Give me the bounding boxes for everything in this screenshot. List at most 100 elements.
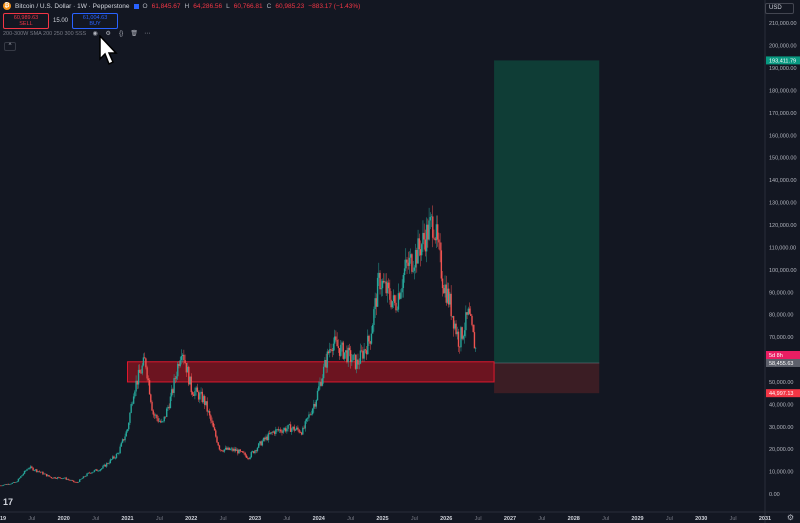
candle-body: [61, 478, 64, 479]
candle-body: [473, 332, 476, 349]
candle-body: [239, 449, 241, 452]
candle-body: [324, 359, 326, 367]
candle-body: [471, 315, 473, 325]
candle-body: [126, 429, 129, 432]
candle-body: [78, 479, 81, 482]
more-icon[interactable]: ⋯: [144, 31, 151, 37]
candle-body: [218, 445, 221, 450]
candle-body: [27, 468, 29, 470]
candle-body: [386, 282, 389, 294]
y-tick-label: 210,000.00: [769, 21, 797, 27]
y-tick-label: 70,000.00: [769, 335, 793, 341]
candle-body: [179, 360, 181, 366]
candle-body: [11, 482, 13, 484]
source-code-icon[interactable]: {}: [119, 31, 124, 37]
candle-body: [445, 284, 447, 303]
sell-button[interactable]: 60,989.63 SELL: [3, 13, 49, 29]
candle-body: [451, 316, 454, 317]
candle-body: [341, 342, 343, 345]
candle-body: [146, 367, 148, 379]
buy-button[interactable]: 61,004.63 BUY: [72, 13, 119, 29]
eye-icon[interactable]: ◉: [92, 31, 98, 37]
candle-body: [303, 427, 305, 429]
candle-body: [201, 391, 203, 403]
candle-body: [314, 403, 316, 407]
candle-body: [85, 476, 87, 477]
candle-body: [459, 346, 461, 348]
candle-body: [402, 274, 405, 289]
candle-body: [186, 366, 189, 373]
candle-body: [136, 380, 139, 385]
y-tick-label: 190,000.00: [769, 66, 797, 72]
candle-body: [331, 349, 333, 351]
candle-body: [103, 464, 105, 467]
candle-body: [374, 298, 376, 310]
candle-body: [158, 421, 161, 422]
candle-body: [267, 433, 270, 441]
candle-body: [168, 406, 170, 409]
x-tick-label: Jul: [602, 516, 609, 522]
candle-body: [107, 463, 109, 464]
candle-body: [32, 467, 34, 471]
candle-body: [194, 391, 196, 396]
candle-body: [353, 354, 356, 356]
candle-body: [43, 473, 45, 475]
candle-body: [170, 389, 173, 397]
candle-body: [208, 411, 211, 416]
candle-body: [29, 466, 32, 469]
indicator-label[interactable]: 200-300W SMA 200 250 300 SSS: [3, 31, 87, 37]
x-tick-label: 2024: [313, 516, 326, 522]
candle-body: [421, 244, 423, 256]
candle-body: [264, 437, 266, 440]
candle-body: [74, 481, 76, 483]
collapse-legend-button[interactable]: ^: [4, 42, 16, 51]
y-tick-label: 180,000.00: [769, 88, 797, 94]
candle-body: [349, 350, 352, 363]
candle-body: [378, 272, 380, 278]
candle-body: [164, 416, 167, 418]
trade-panel: 60,989.63 SELL 15.00 61,004.63 BUY: [3, 13, 119, 29]
candle-body: [48, 475, 50, 477]
candle-body: [9, 484, 11, 485]
chart-settings-icon[interactable]: ⚙: [786, 513, 794, 522]
candle-body: [419, 249, 422, 256]
candle-body: [417, 238, 419, 264]
candle-body: [316, 390, 319, 401]
candle-body: [302, 427, 304, 435]
candle-body: [125, 431, 127, 437]
y-tick-label: 90,000.00: [769, 290, 793, 296]
candle-body: [335, 336, 337, 340]
candle-body: [45, 473, 48, 477]
currency-selector[interactable]: USD: [765, 3, 794, 14]
x-tick-label: Jul: [347, 516, 354, 522]
candle-body: [286, 428, 288, 432]
candle-body: [338, 348, 341, 356]
candle-body: [42, 471, 44, 475]
candle-body: [22, 473, 24, 476]
candle-body: [265, 436, 267, 440]
candle-body: [91, 472, 93, 474]
candle-body: [143, 357, 146, 359]
candle-body: [87, 472, 89, 474]
candle-body: [336, 339, 338, 347]
candle-body: [389, 288, 391, 300]
settings-icon[interactable]: ⚙: [105, 31, 111, 37]
candle-body: [330, 349, 332, 350]
loss-zone: [494, 362, 600, 394]
symbol-title[interactable]: Bitcoin / U.S. Dollar · 1W · Pepperstone: [15, 2, 130, 10]
y-tick-label: 150,000.00: [769, 156, 797, 162]
candle-body: [54, 477, 56, 479]
candle-body: [185, 363, 188, 373]
candle-body: [400, 292, 402, 299]
delete-icon[interactable]: 🗑: [130, 31, 138, 37]
candle-body: [2, 484, 5, 486]
candle-body: [309, 414, 311, 416]
candle-body: [193, 394, 195, 396]
candle-body: [255, 450, 257, 452]
candle-body: [26, 469, 28, 471]
candle-body: [152, 410, 154, 415]
candle-body: [197, 392, 200, 400]
candle-body: [77, 481, 80, 483]
candle-body: [343, 352, 346, 359]
